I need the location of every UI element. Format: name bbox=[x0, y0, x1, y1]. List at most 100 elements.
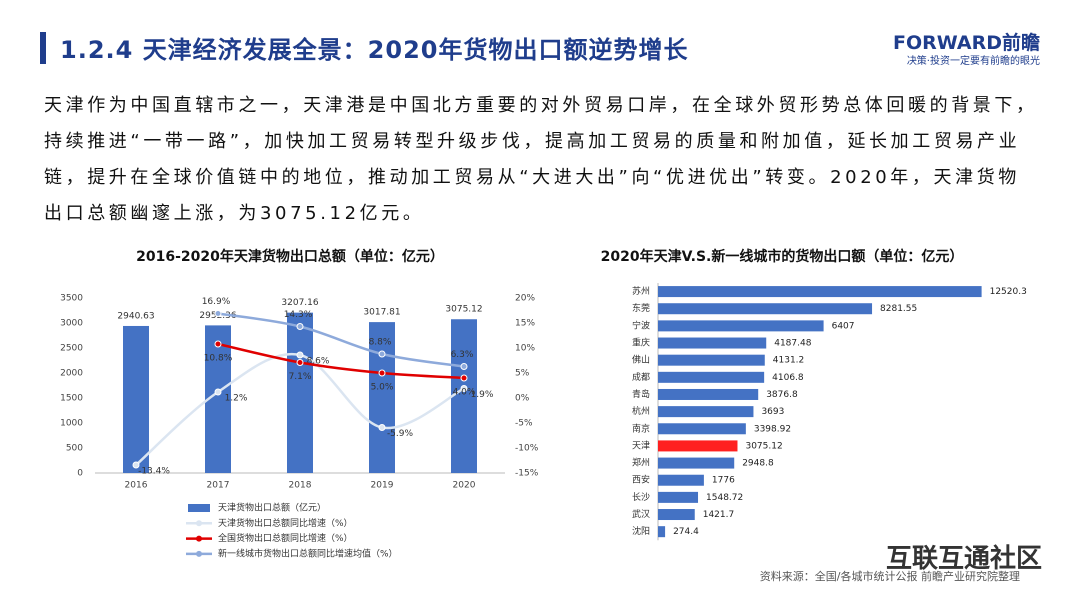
bar bbox=[287, 312, 313, 473]
y-tick-label: 3000 bbox=[60, 319, 83, 329]
legend-marker bbox=[196, 550, 202, 557]
line-value-label: 10.8% bbox=[204, 354, 233, 364]
line-value-label: 8.8% bbox=[369, 338, 392, 348]
line-value-label: 4.0% bbox=[453, 388, 476, 398]
bar bbox=[123, 325, 149, 473]
bar bbox=[658, 526, 666, 538]
line-value-label: -13.4% bbox=[138, 467, 170, 477]
x-tick-label: 2018 bbox=[289, 481, 312, 491]
legend-swatch bbox=[188, 504, 210, 512]
bar bbox=[658, 457, 735, 469]
legend-label: 全国货物出口总额同比增速（%） bbox=[218, 532, 353, 544]
bar-value-label: 3693 bbox=[761, 407, 784, 417]
bar-value-label: 12520.3 bbox=[990, 287, 1027, 297]
bar bbox=[658, 286, 982, 298]
line-value-label: 6.3% bbox=[451, 350, 474, 360]
slogan: 决策·投资一定要有前瞻的眼光 bbox=[906, 56, 1040, 67]
bar bbox=[658, 474, 704, 486]
legend-label: 天津货物出口总额（亿元） bbox=[218, 502, 326, 514]
chart-title: 2020年天津V.S.新一线城市的货物出口额（单位：亿元） bbox=[601, 248, 964, 265]
bar-value-label: 8281.55 bbox=[880, 304, 917, 314]
y-tick-label: 500 bbox=[66, 444, 83, 454]
title-bar bbox=[40, 32, 46, 64]
bar bbox=[451, 319, 477, 473]
y-tick-label: 武汉 bbox=[632, 508, 650, 520]
line-value-label: 16.9% bbox=[202, 297, 231, 307]
y-tick-label: 宁波 bbox=[632, 319, 650, 331]
y-tick-label: 南京 bbox=[632, 422, 650, 434]
bar bbox=[658, 320, 824, 332]
line-point bbox=[378, 369, 386, 377]
y-tick-label: 沈阳 bbox=[632, 525, 650, 537]
line-point bbox=[214, 388, 222, 396]
bar bbox=[658, 491, 699, 503]
bar bbox=[658, 354, 765, 366]
line-point bbox=[296, 351, 304, 359]
line-value-label: 1.2% bbox=[225, 394, 248, 404]
y-tick-label: 1500 bbox=[60, 394, 83, 404]
y-tick-label: 0 bbox=[77, 469, 83, 479]
bar-value-label: 3075.12 bbox=[745, 441, 782, 451]
line-point bbox=[296, 359, 304, 366]
line-value-label: 8.6% bbox=[307, 357, 330, 367]
legend-marker bbox=[196, 520, 202, 527]
x-tick-label: 2016 bbox=[125, 481, 148, 491]
source: 资料来源：全国/各城市统计公报 前瞻产业研究院整理 bbox=[759, 570, 1020, 583]
bar-value-label: 3075.12 bbox=[445, 305, 482, 315]
bar-value-label: 2948.8 bbox=[742, 459, 774, 469]
y2-tick-label: 15% bbox=[515, 319, 535, 329]
line-value-label: 5.0% bbox=[371, 383, 394, 393]
y-tick-label: 重庆 bbox=[632, 337, 650, 349]
bar-value-label: 3017.81 bbox=[363, 308, 400, 318]
line-point bbox=[214, 340, 222, 348]
y-tick-label: 3500 bbox=[60, 294, 83, 304]
bar bbox=[658, 337, 767, 349]
y-tick-label: 佛山 bbox=[632, 354, 650, 366]
bar-value-label: 6407 bbox=[832, 321, 855, 331]
y2-tick-label: -5% bbox=[515, 419, 533, 429]
line-point bbox=[460, 363, 468, 370]
line bbox=[217, 342, 465, 380]
bar bbox=[658, 423, 746, 435]
y-tick-label: 郑州 bbox=[632, 457, 650, 469]
y-tick-label: 1000 bbox=[60, 419, 83, 429]
line bbox=[217, 312, 465, 368]
bar bbox=[658, 371, 765, 383]
y-tick-label: 天津 bbox=[632, 440, 650, 451]
bar-value-label: 1548.72 bbox=[706, 493, 743, 503]
bar-value-label: 4106.8 bbox=[772, 373, 804, 383]
bar bbox=[658, 303, 873, 315]
body-text: 天津作为中国直辖市之一，天津港是中国北方重要的对外贸易口岸，在全球外贸形势总体回… bbox=[44, 95, 1038, 224]
slide-title: 1.2.4 天津经济发展全景：2020年货物出口额逆势增长 bbox=[60, 36, 689, 64]
line-point bbox=[460, 374, 468, 382]
y2-tick-label: -15% bbox=[515, 469, 539, 479]
bar bbox=[658, 440, 738, 452]
y2-tick-label: 5% bbox=[515, 369, 530, 379]
bar-value-label: 4187.48 bbox=[774, 339, 811, 349]
y-tick-label: 2500 bbox=[60, 344, 83, 354]
line-value-label: 14.3% bbox=[284, 310, 313, 320]
legend-label: 天津货物出口总额同比增速（%） bbox=[218, 517, 353, 529]
y-tick-label: 苏州 bbox=[632, 285, 650, 297]
y-tick-label: 青岛 bbox=[632, 388, 650, 400]
line-value-label: 7.1% bbox=[289, 372, 312, 382]
bar-value-label: 4131.2 bbox=[773, 356, 805, 366]
bar-value-label: 274.4 bbox=[673, 527, 699, 537]
line-point bbox=[132, 461, 140, 469]
line-point bbox=[214, 310, 222, 317]
line-value-label: 1.9% bbox=[471, 390, 494, 400]
y-tick-label: 杭州 bbox=[632, 405, 650, 417]
bar bbox=[658, 388, 759, 400]
y-tick-label: 2000 bbox=[60, 369, 83, 379]
legend-marker bbox=[196, 535, 202, 542]
y-tick-label: 西安 bbox=[632, 474, 650, 486]
x-tick-label: 2019 bbox=[371, 481, 394, 491]
y2-tick-label: -10% bbox=[515, 444, 539, 454]
logo: FORWARD前瞻 bbox=[893, 32, 1040, 54]
line-point bbox=[378, 350, 386, 358]
bar-value-label: 1421.7 bbox=[703, 510, 735, 520]
y-tick-label: 东莞 bbox=[632, 302, 650, 314]
x-tick-label: 2020 bbox=[453, 481, 476, 491]
